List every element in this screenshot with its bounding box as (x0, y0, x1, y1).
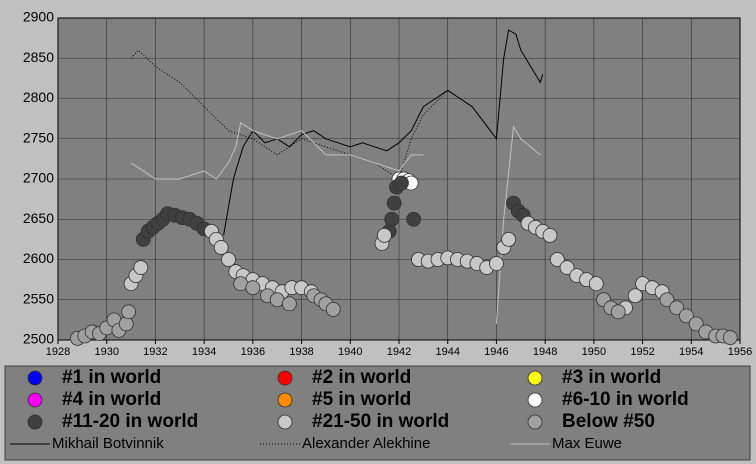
point (281, 296, 297, 312)
x-tick-label: 1934 (192, 346, 216, 358)
point (627, 288, 643, 304)
plot-border (57, 17, 741, 341)
legend-label: #5 in world (312, 389, 411, 410)
legend-label: #4 in world (62, 389, 161, 410)
legend-label: Alexander Alekhine (302, 435, 430, 452)
y-tick-label: 2800 (23, 89, 54, 105)
point (376, 227, 392, 243)
point (394, 175, 409, 191)
point (386, 195, 402, 211)
point (245, 280, 261, 296)
legend-marker (27, 392, 43, 408)
point (121, 304, 137, 320)
point (659, 292, 675, 308)
x-tick-label: 1952 (630, 346, 654, 358)
point (501, 231, 517, 247)
legend-label: Max Euwe (552, 435, 622, 452)
point (679, 308, 694, 324)
point (406, 211, 422, 227)
legend (4, 365, 751, 461)
point (669, 300, 685, 316)
legend-marker (527, 370, 543, 386)
legend-label: Mikhail Botvinnik (52, 435, 164, 452)
point (688, 316, 704, 332)
legend-label: #11-20 in world (62, 411, 198, 432)
x-tick-label: 1928 (46, 346, 70, 358)
legend-marker (27, 414, 43, 430)
point (722, 330, 738, 345)
x-tick-label: 1938 (289, 346, 313, 358)
legend-marker (527, 392, 543, 408)
x-tick-label: 1954 (679, 346, 703, 358)
point (118, 316, 134, 332)
point (489, 256, 504, 271)
y-tick-label: 2900 (23, 9, 54, 25)
legend-label: #3 in world (562, 367, 661, 388)
y-tick-label: 2550 (23, 290, 54, 306)
x-tick-label: 1944 (435, 346, 459, 358)
x-tick-label: 1942 (387, 346, 411, 358)
legend-marker (277, 370, 293, 386)
x-tick-label: 1930 (94, 346, 118, 358)
y-tick-label: 2600 (23, 250, 54, 266)
legend-label: #1 in world (62, 367, 161, 388)
legend-label: #21-50 in world (312, 411, 449, 432)
y-tick-label: 2500 (23, 331, 54, 347)
x-tick-label: 1956 (728, 346, 752, 358)
x-tick-label: 1950 (582, 346, 606, 358)
legend-marker (527, 414, 543, 430)
y-tick-label: 2750 (23, 129, 54, 145)
point (610, 304, 626, 320)
legend-label: #6-10 in world (562, 389, 689, 410)
point (588, 276, 604, 292)
legend-label: #2 in world (312, 367, 411, 388)
legend-label: Below #50 (562, 411, 655, 432)
point (325, 302, 341, 317)
point (213, 240, 229, 255)
legend-marker (277, 414, 293, 430)
x-tick-label: 1940 (338, 346, 362, 358)
x-tick-label: 1946 (484, 346, 508, 358)
point (133, 260, 149, 275)
y-tick-label: 2700 (23, 170, 54, 186)
x-tick-label: 1936 (241, 346, 265, 358)
y-tick-label: 2850 (23, 49, 54, 65)
y-tick-label: 2650 (23, 210, 54, 226)
point (384, 211, 400, 227)
legend-marker (277, 392, 293, 408)
legend-marker (27, 370, 43, 386)
point (542, 227, 558, 243)
point (221, 252, 236, 267)
point (559, 260, 575, 275)
x-tick-label: 1948 (533, 346, 557, 358)
point (549, 252, 565, 267)
x-tick-label: 1932 (143, 346, 167, 358)
